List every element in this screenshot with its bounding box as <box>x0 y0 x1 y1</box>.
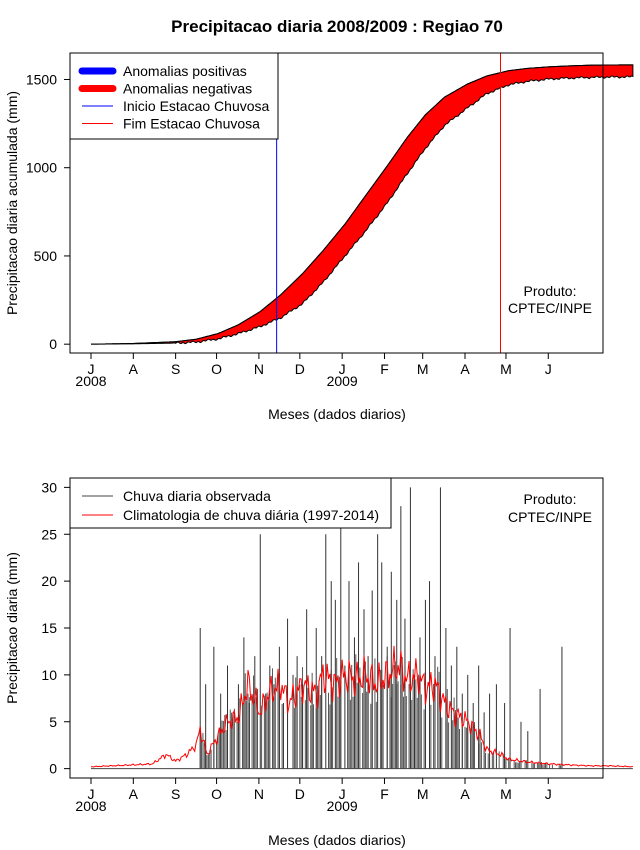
top-legend-box <box>69 52 279 140</box>
top-x-tick-label: M <box>417 361 429 377</box>
bottom-x-tick-label: J <box>339 786 346 802</box>
top-y-tick-label: 1500 <box>26 71 57 87</box>
bottom-y-tick-label: 10 <box>41 667 57 683</box>
bottom-y-tick-label: 0 <box>49 761 57 777</box>
top-x-tick-label: A <box>129 361 139 377</box>
bottom-annotation-line-2: CPTEC/INPE <box>508 509 592 525</box>
top-plot-frame <box>69 52 604 354</box>
bottom-y-tick-label: 15 <box>41 620 57 636</box>
bottom-x-tick-label: A <box>129 786 139 802</box>
top-x-tick-label: M <box>500 361 512 377</box>
climatology-daily-line <box>90 645 634 768</box>
bottom-legend-box <box>69 477 392 529</box>
bottom-x-tick-label: S <box>171 786 180 802</box>
bottom-y-tick-label: 5 <box>49 714 57 730</box>
top-x-tick-label: O <box>211 361 222 377</box>
top-legend-label: Anomalias negativas <box>123 81 252 97</box>
bottom-x-axis-label: Meses (dados diarios) <box>268 832 406 848</box>
bottom-x-tick-label: F <box>380 786 389 802</box>
bottom-x-tick-label: O <box>211 786 222 802</box>
bottom-x-tick-label: M <box>500 786 512 802</box>
bottom-y-tick-label: 20 <box>41 573 57 589</box>
top-x-tick-label: J <box>88 361 95 377</box>
top-x-tick-label: F <box>380 361 389 377</box>
top-y-tick-label: 0 <box>49 336 57 352</box>
top-x-tick-label: J <box>339 361 346 377</box>
bottom-annotation-line-1: Produto: <box>524 491 577 507</box>
bottom-year-label: 2009 <box>327 798 358 814</box>
top-x-axis-label: Meses (dados diarios) <box>268 406 406 422</box>
top-year-label: 2008 <box>75 373 106 389</box>
top-y-axis-label: Precipitacao diaria acumulada (mm) <box>4 91 20 315</box>
bottom-legend-label: Chuva diaria observada <box>123 488 271 504</box>
bottom-x-tick-label: N <box>254 786 264 802</box>
bottom-y-tick-label: 25 <box>41 526 57 542</box>
bottom-y-tick-label: 30 <box>41 479 57 495</box>
top-y-tick-label: 500 <box>34 248 58 264</box>
bottom-x-tick-label: D <box>295 786 305 802</box>
bottom-x-tick-label: J <box>545 786 552 802</box>
top-annotation-line-1: Produto: <box>524 283 577 299</box>
top-x-tick-label: J <box>545 361 552 377</box>
bottom-legend-label: Climatologia de chuva diária (1997-2014) <box>123 507 379 523</box>
top-year-label: 2009 <box>327 373 358 389</box>
chart-title: Precipitacao diaria 2008/2009 : Regiao 7… <box>171 17 503 36</box>
top-legend-label: Anomalias positivas <box>123 63 247 79</box>
top-legend-label: Inicio Estacao Chuvosa <box>123 98 270 114</box>
top-y-tick-label: 1000 <box>26 160 57 176</box>
bottom-year-label: 2008 <box>75 798 106 814</box>
climatology-cumulative-line <box>90 64 633 345</box>
top-legend-label: Fim Estacao Chuvosa <box>123 116 260 132</box>
bottom-x-tick-label: J <box>88 786 95 802</box>
top-x-tick-label: N <box>254 361 264 377</box>
bottom-x-tick-label: A <box>460 786 470 802</box>
top-x-tick-label: D <box>295 361 305 377</box>
bottom-x-tick-label: M <box>417 786 429 802</box>
bottom-y-axis-label: Precipitacao diaria (mm) <box>4 552 20 704</box>
top-x-tick-label: A <box>460 361 470 377</box>
top-x-tick-label: S <box>171 361 180 377</box>
top-annotation-line-2: CPTEC/INPE <box>508 300 592 316</box>
